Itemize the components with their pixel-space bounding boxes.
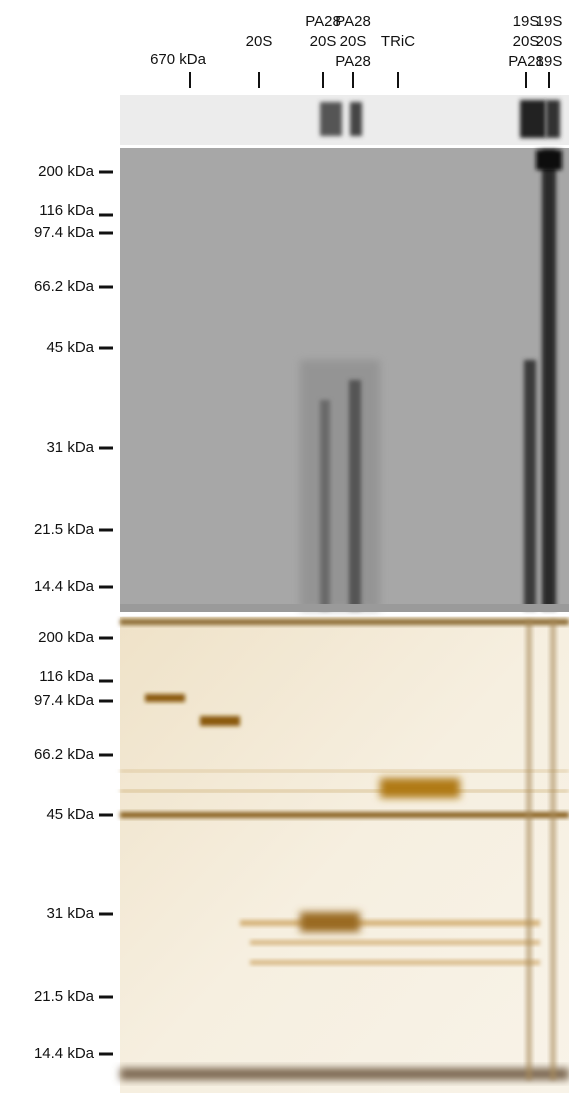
lane-label: 20S xyxy=(246,33,273,50)
marker-label: 200 kDa xyxy=(38,163,95,180)
lane-label: PA28 xyxy=(305,13,341,30)
marker-label: 116 kDa xyxy=(39,202,94,219)
marker-label: 97.4 kDa xyxy=(34,224,95,241)
lane-label: PA28 xyxy=(508,53,544,70)
lane-label: 20S xyxy=(536,33,563,50)
marker-label: 97.4 kDa xyxy=(34,692,95,709)
marker-label: 66.2 kDa xyxy=(34,746,95,763)
lane-label: 20S xyxy=(513,33,540,50)
marker-label: 14.4 kDa xyxy=(34,578,95,595)
marker-label: 31 kDa xyxy=(46,439,94,456)
marker-label: 200 kDa xyxy=(38,629,95,646)
marker-label: 14.4 kDa xyxy=(34,1045,95,1062)
western-panel xyxy=(120,148,569,612)
marker-label: 45 kDa xyxy=(46,806,94,823)
lane-label: TRiC xyxy=(381,33,415,50)
marker-label: 45 kDa xyxy=(46,339,94,356)
native-gel-strip xyxy=(120,95,569,145)
marker-label: 66.2 kDa xyxy=(34,278,95,295)
lane-label: 19S xyxy=(536,53,563,70)
lane-label: 19S xyxy=(536,13,563,30)
marker-label: 116 kDa xyxy=(39,668,94,685)
marker-label: 31 kDa xyxy=(46,905,94,922)
lane-label: PA28 xyxy=(335,53,371,70)
marker-label: 21.5 kDa xyxy=(34,988,95,1005)
marker-label: 21.5 kDa xyxy=(34,521,95,538)
lane-label: 20S xyxy=(310,33,337,50)
lane-label: 19S xyxy=(513,13,540,30)
silver-panel xyxy=(120,617,569,1093)
lane-label: PA28 xyxy=(335,13,371,30)
lane-label: 670 kDa xyxy=(150,51,207,68)
lane-label: 20S xyxy=(340,33,367,50)
